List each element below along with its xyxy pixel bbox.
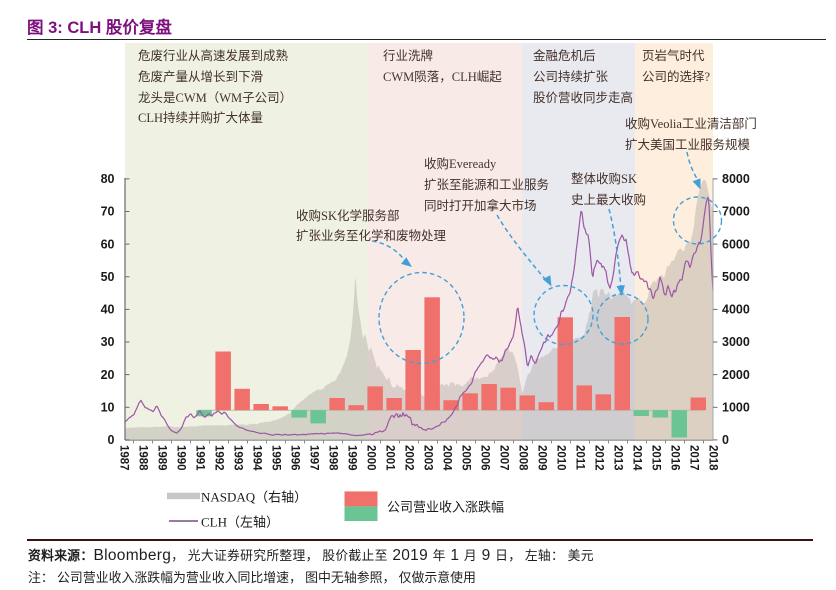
svg-text:2008: 2008 [517, 445, 529, 471]
svg-text:1992: 1992 [213, 445, 225, 471]
svg-text:1996: 1996 [289, 445, 301, 471]
svg-text:1991: 1991 [194, 445, 206, 471]
svg-text:10: 10 [101, 401, 115, 415]
svg-text:8000: 8000 [722, 172, 750, 186]
svg-text:2007: 2007 [498, 445, 510, 471]
svg-text:7000: 7000 [722, 205, 750, 219]
svg-text:1988: 1988 [137, 445, 149, 471]
svg-text:2005: 2005 [460, 445, 472, 471]
svg-text:2017: 2017 [688, 445, 700, 471]
svg-text:1999: 1999 [346, 445, 358, 471]
svg-text:40: 40 [101, 303, 115, 317]
svg-text:2016: 2016 [669, 445, 681, 471]
svg-text:70: 70 [101, 205, 115, 219]
svg-text:2002: 2002 [403, 445, 415, 471]
svg-text:20: 20 [101, 368, 115, 382]
svg-text:NASDAQ（右轴）: NASDAQ（右轴） [201, 490, 307, 505]
svg-text:50: 50 [101, 270, 115, 284]
svg-text:2011: 2011 [574, 445, 586, 471]
svg-text:80: 80 [101, 172, 115, 186]
svg-text:1000: 1000 [722, 401, 750, 415]
svg-text:1998: 1998 [327, 445, 339, 471]
svg-text:1995: 1995 [270, 445, 282, 471]
svg-text:0: 0 [108, 433, 115, 447]
svg-text:1994: 1994 [251, 445, 263, 471]
svg-text:2018: 2018 [707, 445, 719, 471]
svg-text:1989: 1989 [156, 445, 168, 471]
svg-text:1993: 1993 [232, 445, 244, 471]
svg-text:2009: 2009 [536, 445, 548, 471]
svg-text:0: 0 [722, 433, 729, 447]
svg-text:CLH（左轴）: CLH（左轴） [201, 515, 279, 530]
svg-text:30: 30 [101, 335, 115, 349]
svg-text:2013: 2013 [612, 445, 624, 471]
svg-text:5000: 5000 [722, 270, 750, 284]
svg-text:公司营业收入涨跌幅: 公司营业收入涨跌幅 [387, 500, 504, 515]
svg-text:2003: 2003 [422, 445, 434, 471]
svg-text:2014: 2014 [631, 445, 643, 471]
svg-text:2012: 2012 [593, 445, 605, 471]
svg-text:1997: 1997 [308, 445, 320, 471]
svg-text:60: 60 [101, 237, 115, 251]
svg-text:2000: 2000 [722, 368, 750, 382]
svg-text:2000: 2000 [365, 445, 377, 471]
svg-text:2015: 2015 [650, 445, 662, 471]
svg-text:3000: 3000 [722, 335, 750, 349]
svg-text:1990: 1990 [175, 445, 187, 471]
svg-text:1987: 1987 [118, 445, 130, 471]
svg-text:2006: 2006 [479, 445, 491, 471]
svg-text:4000: 4000 [722, 303, 750, 317]
svg-text:2010: 2010 [555, 445, 567, 471]
svg-text:6000: 6000 [722, 237, 750, 251]
svg-text:2004: 2004 [441, 445, 453, 471]
svg-text:2001: 2001 [384, 445, 396, 471]
